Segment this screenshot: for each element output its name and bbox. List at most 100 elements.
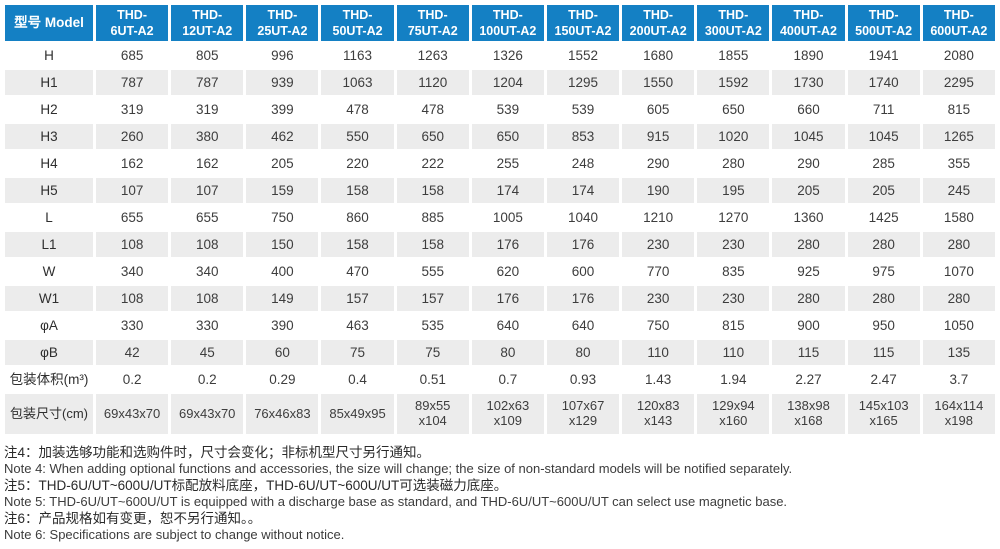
table-cell: 600 [546, 259, 620, 284]
table-cell: 135 [922, 340, 995, 365]
table-cell: 205 [772, 178, 845, 203]
table-cell: 1890 [772, 43, 845, 68]
table-cell: 1550 [622, 70, 695, 95]
table-cell: 230 [697, 232, 770, 257]
table-cell: 0.29 [246, 367, 319, 392]
row-label: H3 [5, 124, 93, 149]
table-cell: 950 [847, 313, 920, 338]
table-cell: 478 [396, 97, 469, 122]
table-cell: 205 [847, 178, 920, 203]
table-cell: 195 [697, 178, 770, 203]
table-cell: 319 [171, 97, 244, 122]
table-cell: 330 [171, 313, 244, 338]
table-cell: 2295 [922, 70, 995, 95]
table-cell: 330 [96, 313, 169, 338]
table-cell: 1070 [922, 259, 995, 284]
spec-table-header: 型号 Model THD- 6UT-A2 THD- 12UT-A2 THD- 25UT… [5, 5, 995, 41]
table-cell: 815 [922, 97, 995, 122]
table-cell: 222 [396, 151, 469, 176]
table-cell: 640 [546, 313, 620, 338]
table-cell: 900 [772, 313, 845, 338]
table-cell: 650 [396, 124, 469, 149]
table-cell: 605 [622, 97, 695, 122]
table-cell: 115 [772, 340, 845, 365]
table-cell: 285 [847, 151, 920, 176]
row-label: 包装体积(m³) [5, 367, 93, 392]
table-cell: 1580 [922, 205, 995, 230]
table-cell: 1425 [847, 205, 920, 230]
column-header-model: THD- 500UT-A2 [847, 5, 920, 41]
row-label: L [5, 205, 93, 230]
table-row: φA 330 330 390 463 535 640 640 750 815 900 950 1050 [5, 313, 995, 338]
table-cell: 107 [96, 178, 169, 203]
table-cell: 620 [471, 259, 544, 284]
table-cell: 1855 [697, 43, 770, 68]
table-cell: 787 [96, 70, 169, 95]
table-cell: 230 [622, 286, 695, 311]
table-cell: 1592 [697, 70, 770, 95]
table-cell: 1941 [847, 43, 920, 68]
table-cell: 0.93 [546, 367, 620, 392]
column-header-model: THD- 25UT-A2 [246, 5, 319, 41]
table-cell: 129x94 x160 [697, 394, 770, 434]
table-cell: 1040 [546, 205, 620, 230]
table-cell: 640 [471, 313, 544, 338]
row-label: W1 [5, 286, 93, 311]
table-cell: 0.4 [321, 367, 394, 392]
table-cell: 280 [847, 286, 920, 311]
table-cell: 174 [471, 178, 544, 203]
table-row: W1 108 108 149 157 157 176 176 230 230 280 280 280 [5, 286, 995, 311]
table-cell: 1740 [847, 70, 920, 95]
table-row: φB 42 45 60 75 75 80 80 110 110 115 115 135 [5, 340, 995, 365]
table-cell: 108 [96, 286, 169, 311]
model-column-header: 型号 Model [5, 5, 93, 41]
table-cell: 711 [847, 97, 920, 122]
table-cell: 1552 [546, 43, 620, 68]
table-cell: 220 [321, 151, 394, 176]
table-cell: 190 [622, 178, 695, 203]
table-cell: 230 [622, 232, 695, 257]
table-cell: 260 [96, 124, 169, 149]
table-cell: 535 [396, 313, 469, 338]
table-cell: 650 [697, 97, 770, 122]
table-cell: 2080 [922, 43, 995, 68]
table-cell: 835 [697, 259, 770, 284]
table-cell: 750 [246, 205, 319, 230]
table-cell: 770 [622, 259, 695, 284]
table-cell: 685 [96, 43, 169, 68]
table-cell: 1050 [922, 313, 995, 338]
table-cell: 462 [246, 124, 319, 149]
table-cell: 399 [246, 97, 319, 122]
table-cell: 280 [697, 151, 770, 176]
table-cell: 89x55 x104 [396, 394, 469, 434]
table-cell: 80 [471, 340, 544, 365]
table-cell: 205 [246, 151, 319, 176]
table-cell: 1263 [396, 43, 469, 68]
table-cell: 164x114 x198 [922, 394, 995, 434]
table-cell: 925 [772, 259, 845, 284]
header-row: 型号 Model THD- 6UT-A2 THD- 12UT-A2 THD- 25UT… [5, 5, 995, 41]
table-cell: 750 [622, 313, 695, 338]
table-cell: 660 [772, 97, 845, 122]
note-5-en: Note 5: THD-6U/UT~600U/UT is equipped wi… [4, 494, 788, 510]
table-cell: 162 [96, 151, 169, 176]
table-cell: 463 [321, 313, 394, 338]
table-row: 包装体积(m³) 0.2 0.2 0.29 0.4 0.51 0.7 0.93 1.43 1.94… [5, 367, 995, 392]
table-cell: 340 [171, 259, 244, 284]
table-cell: 248 [546, 151, 620, 176]
table-cell: 290 [622, 151, 695, 176]
table-cell: 340 [96, 259, 169, 284]
column-header-model: THD- 200UT-A2 [622, 5, 695, 41]
table-cell: 75 [396, 340, 469, 365]
table-cell: 539 [546, 97, 620, 122]
row-label: 包装尺寸(cm) [5, 394, 93, 434]
table-cell: 149 [246, 286, 319, 311]
table-cell: 45 [171, 340, 244, 365]
column-header-model: THD- 100UT-A2 [471, 5, 544, 41]
table-cell: 255 [471, 151, 544, 176]
table-cell: 110 [622, 340, 695, 365]
table-cell: 539 [471, 97, 544, 122]
table-cell: 75 [321, 340, 394, 365]
table-cell: 1.43 [622, 367, 695, 392]
